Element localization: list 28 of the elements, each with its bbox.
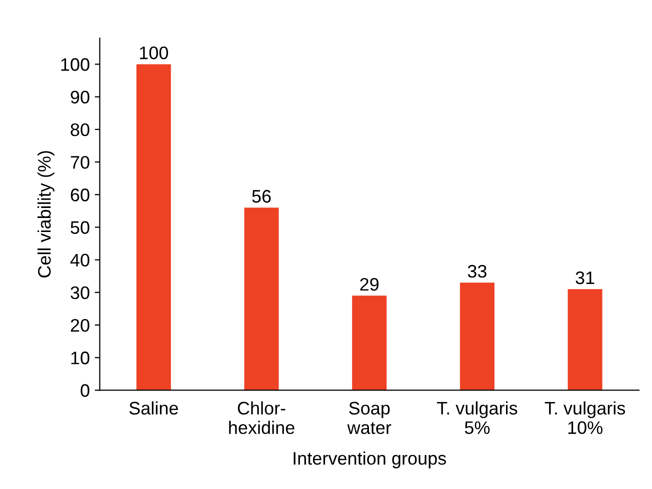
data-label: 100 xyxy=(140,46,168,60)
y-tick-label: 50 xyxy=(70,221,90,234)
bar xyxy=(352,296,387,390)
y-tick-label: 100 xyxy=(61,58,90,71)
bar xyxy=(568,289,602,390)
y-tick-label: 20 xyxy=(70,318,90,332)
x-tick-label: Saline xyxy=(129,401,178,415)
data-label: 56 xyxy=(252,190,271,203)
x-tick-label: T. vulgaris 5% xyxy=(436,401,518,434)
y-tick-label: 30 xyxy=(70,286,90,300)
y-tick-label: 10 xyxy=(71,352,90,364)
bar xyxy=(460,282,494,390)
data-label: 29 xyxy=(360,278,379,291)
y-tick-label: 70 xyxy=(70,156,90,169)
data-label: 31 xyxy=(576,271,594,284)
bar xyxy=(136,64,171,390)
y-tick-label: 40 xyxy=(70,254,90,267)
x-tick-label: T. vulgaris 10% xyxy=(544,401,626,434)
y-tick-label: 0 xyxy=(80,384,90,397)
y-axis-title: Cell viability (%) xyxy=(38,151,54,278)
y-tick-label: 90 xyxy=(70,90,90,104)
y-tick-label: 60 xyxy=(70,188,90,202)
x-tick-label: Chlor- hexidine xyxy=(229,401,294,434)
data-label: 33 xyxy=(468,264,486,278)
x-axis-title: Intervention groups xyxy=(294,452,446,468)
y-tick-label: 80 xyxy=(70,123,90,136)
bar xyxy=(244,208,279,390)
x-tick-label: Soap water xyxy=(347,402,392,434)
